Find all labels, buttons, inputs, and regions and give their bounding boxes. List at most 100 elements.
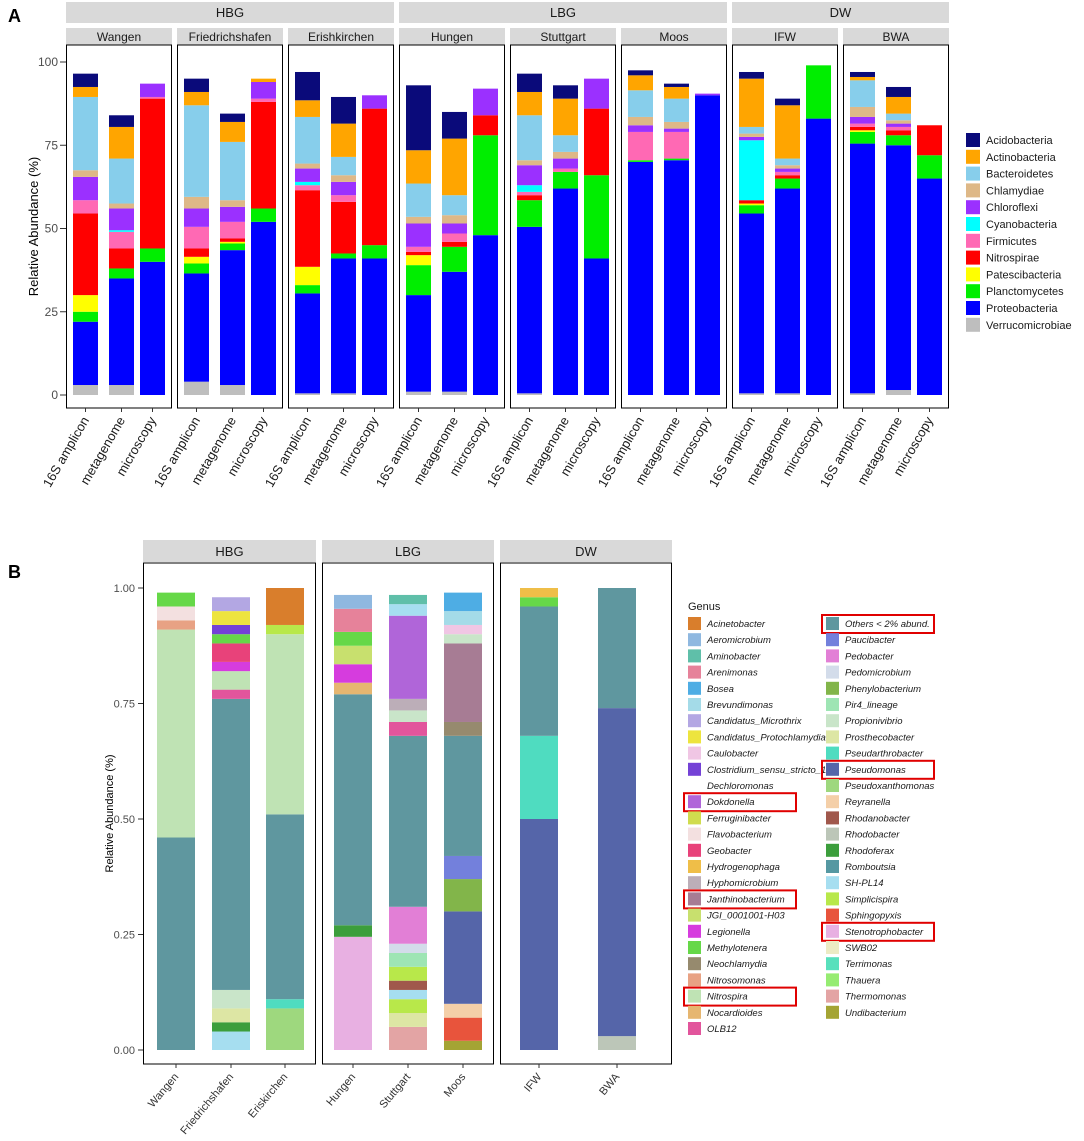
legend-swatch-nocardioides: [688, 1005, 701, 1019]
group-strip: [732, 2, 949, 23]
bar-segment-chlamydiae: [739, 133, 764, 137]
bar-segment-chloroflexi: [739, 136, 764, 141]
facet-strip: [510, 28, 616, 45]
legend-swatch-prosthecobacter: [826, 730, 839, 744]
bar-segment-others-2-abund: [266, 814, 304, 1000]
bar-segment-nitrospirae: [220, 238, 245, 242]
bar-segment-flavobacterium: [157, 606, 195, 621]
bar-segment-nitrospira: [212, 671, 250, 690]
bar-segment-sh-pl14: [212, 1031, 250, 1050]
bar-segment-actinobacteria: [886, 96, 911, 114]
legend-label: Thermomonas: [845, 992, 906, 1003]
bar-segment-proteobacteria: [664, 160, 689, 395]
bar-segment-caulobacter: [444, 624, 482, 635]
bar-segment-chloroflexi: [517, 165, 542, 186]
bar-segment-chloroflexi: [584, 78, 609, 109]
bar-segment-bacteroidetes: [442, 195, 467, 216]
y-tick-label: 25: [45, 305, 59, 319]
bar-segment-patescibacteria: [739, 203, 764, 206]
legend-label: Arenimonas: [706, 668, 758, 679]
bar-segment-others-2-abund: [520, 606, 558, 736]
bar-segment-geobacter: [212, 643, 250, 662]
legend-label: JGI_0001001-H03: [706, 911, 785, 922]
bar-segment-others-2-abund: [598, 588, 636, 709]
legend-label: Rhodobacter: [845, 830, 900, 841]
bar-segment-actinobacteria: [331, 123, 356, 157]
bar-segment-firmicutes: [220, 221, 245, 239]
panel-b-chart: B 0.00 0.25 0.50 0.75 1.00 Relative Abundance …: [8, 540, 935, 1137]
bar-segment-propionivibrio: [212, 989, 250, 1009]
bar-segment-planctomycetes: [775, 178, 800, 189]
bar-segment-nitrospirae: [886, 130, 911, 136]
legend-label: Brevundimonas: [707, 700, 773, 711]
bar-segment-acidobacteria: [331, 96, 356, 124]
bar-segment-verrucomicrobiae: [220, 385, 245, 395]
bar-segment-chlamydiae: [109, 203, 134, 209]
bar-segment-planctomycetes: [140, 248, 165, 262]
bar-segment-nitrospirae: [140, 98, 165, 249]
group-strip: [500, 540, 672, 562]
bar-segment-proteobacteria: [695, 95, 720, 396]
legend-label: Geobacter: [707, 846, 752, 857]
bar-segment-proteobacteria: [406, 295, 431, 392]
bar-segment-actinobacteria: [442, 138, 467, 196]
bar-segment-firmicutes: [850, 123, 875, 127]
bar-segment-hydrogenophaga: [520, 588, 558, 598]
bar-segment-chlamydiae: [73, 170, 98, 177]
bar-segment-acidobacteria: [886, 86, 911, 97]
bar-segment-others-2-abund: [389, 735, 427, 907]
bar-segment-acidobacteria: [220, 113, 245, 122]
bar-segment-chlamydiae: [886, 120, 911, 124]
legend-swatch-arenimonas: [688, 665, 701, 679]
bar-segment-planctomycetes: [473, 135, 498, 236]
bar-segment-chlamydiae: [220, 200, 245, 207]
bar-segment-bacteroidetes: [739, 126, 764, 134]
bar-segment-nitrospirae: [517, 195, 542, 201]
group-strip-label: LBG: [550, 5, 576, 20]
bar-segment-legionella: [334, 664, 372, 683]
bar-segment-chloroflexi: [140, 83, 165, 97]
bar-segment-planctomycetes: [664, 158, 689, 161]
bar-segment-bacteroidetes: [517, 115, 542, 161]
bar-segment-firmicutes: [664, 131, 689, 159]
bar-segment-firmicutes: [517, 191, 542, 196]
bar-segment-verrucomicrobiae: [184, 381, 209, 395]
bar-segment-acidobacteria: [775, 98, 800, 106]
legend-label: Hydrogenophaga: [707, 862, 780, 873]
legend-swatch-stenotrophobacter: [826, 924, 839, 938]
bar-segment-actinobacteria: [220, 121, 245, 142]
facet-panel: [500, 562, 672, 1065]
highlight-box: [683, 986, 797, 1007]
bar-segment-verrucomicrobiae: [442, 391, 467, 395]
bar-segment-nitrosomonas: [157, 620, 195, 630]
highlight-box: [821, 614, 935, 634]
bar-segment-chloroflexi: [695, 93, 720, 96]
bar-segment-actinobacteria: [553, 98, 578, 136]
legend-swatch-thermomonas: [826, 989, 839, 1003]
bar-segment-chloroflexi: [442, 223, 467, 234]
bar-segment-chloroflexi: [406, 223, 431, 247]
legend-label: Pseudomonas: [845, 765, 906, 776]
legend-label: Aeromicrobium: [706, 635, 771, 646]
bar-segment-bosea: [444, 592, 482, 612]
bar-segment-chlamydiae: [406, 216, 431, 224]
bar-segment-proteobacteria: [628, 161, 653, 395]
bar-segment-planctomycetes: [362, 245, 387, 259]
bar-segment-actinobacteria: [628, 75, 653, 91]
bar-segment-nitrospirae: [362, 108, 387, 246]
bar-segment-firmicutes: [184, 226, 209, 249]
legend-label: Chloroflexi: [986, 202, 1038, 214]
legend-label: Dechloromonas: [707, 781, 774, 792]
bar-segment-nitrospirae: [584, 108, 609, 176]
bar-segment-planctomycetes: [251, 208, 276, 222]
bar-segment-actinobacteria: [109, 126, 134, 159]
bar-segment-acidobacteria: [850, 71, 875, 77]
legend-label: Terrimonas: [845, 959, 892, 970]
bar-segment-patescibacteria: [406, 255, 431, 266]
legend-title: Genus: [688, 601, 721, 613]
bar-segment-olb12: [389, 721, 427, 736]
panel-b-label: B: [8, 562, 21, 582]
bar-segment-patescibacteria: [184, 256, 209, 264]
bar-segment-actinobacteria: [850, 76, 875, 81]
facet-label: Moos: [659, 30, 688, 44]
